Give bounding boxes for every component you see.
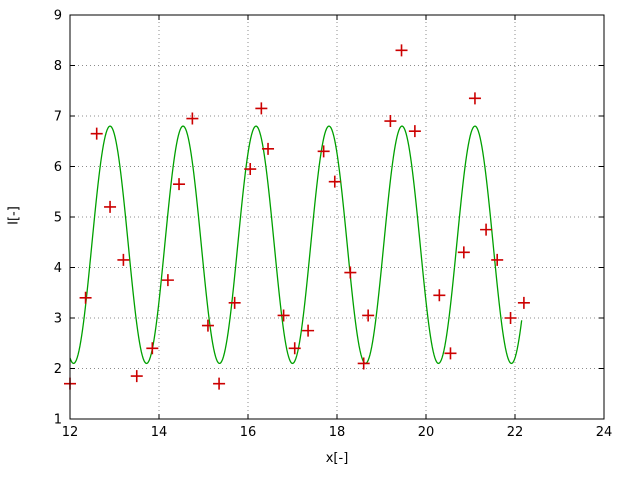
data-point-marker <box>468 92 481 105</box>
y-tick-label: 4 <box>54 261 62 276</box>
y-tick-label: 2 <box>54 362 62 377</box>
data-point-marker <box>317 145 330 158</box>
data-point-marker <box>244 163 257 176</box>
data-point-marker <box>161 274 174 287</box>
y-axis-label: I[-] <box>6 206 22 225</box>
x-tick-label: 14 <box>151 425 168 440</box>
data-point-marker <box>457 246 470 259</box>
data-point-marker <box>213 377 226 390</box>
data-point-marker <box>186 112 199 125</box>
y-tick-label: 9 <box>54 9 62 24</box>
data-point-marker <box>491 253 504 266</box>
data-point-marker <box>288 342 301 355</box>
data-point-marker <box>357 357 370 370</box>
y-tick-label: 1 <box>54 413 62 428</box>
data-point-marker <box>362 309 375 322</box>
x-tick-label: 24 <box>596 425 613 440</box>
data-point-marker <box>201 319 214 332</box>
y-tick-label: 8 <box>54 59 62 74</box>
data-point-marker <box>79 291 92 304</box>
fitted-curve <box>69 125 523 365</box>
data-point-marker <box>173 178 186 191</box>
y-tick-label: 3 <box>54 312 62 327</box>
data-point-marker <box>444 347 457 360</box>
data-point-marker <box>104 200 117 213</box>
data-point-marker <box>433 289 446 302</box>
x-tick-label: 12 <box>62 425 79 440</box>
data-point-marker <box>480 223 493 236</box>
data-point-marker <box>90 127 103 140</box>
y-tick-label: 6 <box>54 160 62 175</box>
data-point-marker <box>328 175 341 188</box>
data-point-marker <box>262 142 275 155</box>
x-axis-label: x[-] <box>325 451 349 466</box>
data-point-marker <box>517 296 530 309</box>
x-tick-label: 16 <box>240 425 257 440</box>
data-point-marker <box>344 266 357 279</box>
data-point-marker <box>384 115 397 128</box>
data-point-marker <box>146 342 159 355</box>
data-point-marker <box>130 370 143 383</box>
x-tick-label: 22 <box>507 425 524 440</box>
data-point-marker <box>395 44 408 57</box>
x-tick-label: 20 <box>418 425 435 440</box>
y-tick-label: 7 <box>54 110 62 125</box>
data-point-marker <box>277 309 290 322</box>
data-point-marker <box>504 312 517 324</box>
data-point-marker <box>255 102 268 115</box>
y-tick-label: 5 <box>54 211 62 226</box>
data-point-marker <box>117 253 130 266</box>
data-point-marker <box>228 296 241 309</box>
x-tick-label: 18 <box>329 425 346 440</box>
data-point-marker <box>408 125 421 138</box>
data-point-marker <box>302 324 315 337</box>
